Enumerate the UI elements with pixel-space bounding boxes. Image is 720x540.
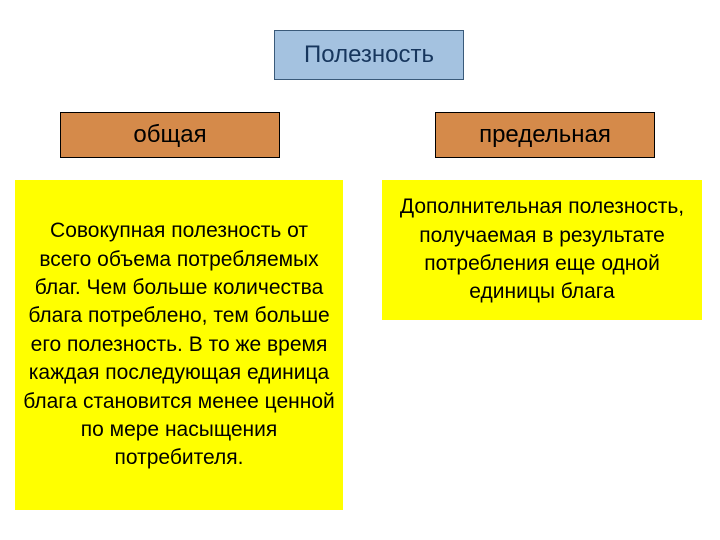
right-description: Дополнительная полезность, получаемая в … (382, 180, 702, 320)
left-description-text: Совокупная полезность от всего объема по… (23, 217, 335, 472)
root-node: Полезность (274, 30, 464, 80)
right-child-node: предельная (435, 112, 655, 158)
right-child-label: предельная (479, 121, 611, 149)
root-label: Полезность (304, 41, 434, 69)
left-child-label: общая (133, 121, 206, 149)
left-child-node: общая (60, 112, 280, 158)
left-description: Совокупная полезность от всего объема по… (15, 180, 343, 510)
right-description-text: Дополнительная полезность, получаемая в … (390, 193, 694, 306)
